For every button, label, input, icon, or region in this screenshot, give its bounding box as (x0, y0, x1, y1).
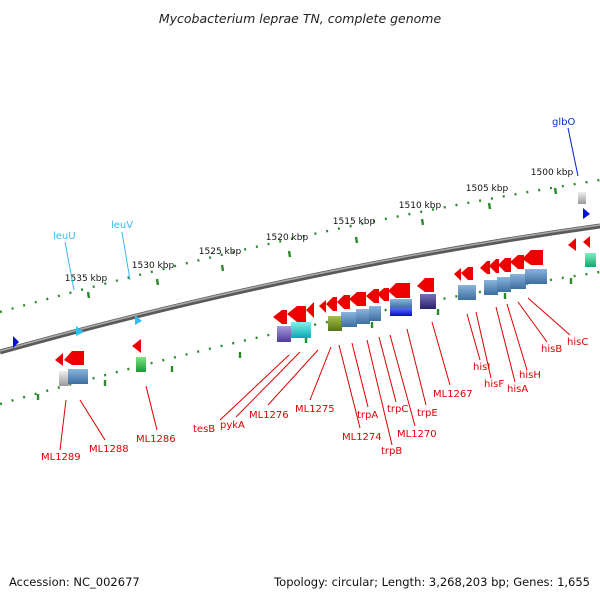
label-leuU[interactable]: leuU (53, 231, 76, 242)
block-ML1288[interactable] (68, 369, 88, 384)
label-ML1270[interactable]: ML1270 (397, 429, 437, 440)
label-hisC[interactable]: hisC (567, 337, 588, 348)
gene-arrow-trpA[interactable] (337, 295, 350, 309)
label-pykA[interactable]: pykA (220, 420, 245, 431)
gene-arrow-ML1270[interactable] (377, 288, 389, 301)
gene-arrow-hisI[interactable] (454, 268, 461, 281)
upper-leader-lines (64, 127, 579, 291)
label-tesB[interactable]: tesB (193, 424, 215, 435)
leuV-marker-icon[interactable] (135, 315, 142, 325)
block-hisA[interactable] (497, 277, 511, 292)
label-hisH[interactable]: hisH (519, 370, 541, 381)
block-trpB[interactable] (356, 309, 370, 324)
gene-arrow-hisB[interactable] (498, 258, 511, 272)
block-trpE-bottom[interactable] (390, 308, 412, 316)
scale-label-1530: 1530 kbp (132, 261, 175, 271)
label-trpA[interactable]: trpA (357, 410, 378, 421)
label-ML1267[interactable]: ML1267 (433, 389, 473, 400)
block-right-teal[interactable] (585, 253, 596, 267)
rna-markers (13, 192, 590, 348)
gene-arrow-hisH[interactable] (489, 259, 499, 273)
gene-arrow-trpC[interactable] (366, 289, 379, 303)
label-hisB[interactable]: hisB (541, 344, 562, 355)
gene-arrow-tesB[interactable] (273, 310, 287, 324)
gene-arrow-ML1286[interactable] (132, 339, 141, 353)
accession-text: Accession: NC_002677 (9, 575, 140, 589)
gene-arrows (55, 236, 590, 366)
glbO-block[interactable] (578, 192, 586, 204)
scale-track-upper (0, 178, 600, 314)
label-ML1288[interactable]: ML1288 (89, 444, 129, 455)
scale-label-1520: 1520 kbp (266, 233, 309, 243)
block-hisF[interactable] (484, 280, 498, 295)
scale-label-1515: 1515 kbp (333, 217, 376, 227)
scale-label-1500: 1500 kbp (531, 168, 574, 178)
scale-label-1510: 1510 kbp (399, 201, 442, 211)
label-ML1276[interactable]: ML1276 (249, 410, 289, 421)
gene-arrow-hisC[interactable] (510, 255, 524, 269)
gene-arrow-hisA[interactable] (480, 261, 490, 274)
label-glbO[interactable]: glbO (552, 117, 575, 128)
gene-arrow-right2[interactable] (583, 236, 590, 248)
gene-arrow-pykA[interactable] (287, 306, 306, 322)
label-hisA[interactable]: hisA (507, 384, 528, 395)
scale-major-ticks (86, 187, 558, 299)
label-ML1275[interactable]: ML1275 (295, 404, 335, 415)
leuU-marker-icon[interactable] (76, 326, 84, 336)
label-hisF[interactable]: hisF (484, 379, 504, 390)
block-trpA[interactable] (341, 312, 357, 327)
label-ML1274[interactable]: ML1274 (342, 432, 382, 443)
lower-track-ticks (36, 278, 573, 400)
gene-arrow-trpE[interactable] (388, 283, 410, 298)
lower-labels: ML1289 ML1288 ML1286 tesB pykA ML1276 ML… (41, 337, 588, 463)
block-ML1274[interactable] (328, 316, 342, 331)
label-trpB[interactable]: trpB (381, 446, 402, 457)
block-ML1289[interactable] (59, 371, 69, 386)
genome-backbone-highlight (0, 224, 600, 352)
gene-arrow-ML1289[interactable] (55, 353, 63, 366)
gene-arrow-ML1267[interactable] (417, 278, 434, 292)
domain-blocks (59, 253, 596, 386)
gene-arrow-ML1274[interactable] (326, 297, 337, 311)
label-trpE[interactable]: trpE (417, 408, 438, 419)
block-tesB[interactable] (277, 326, 291, 342)
gene-arrow-ML1276[interactable] (306, 302, 314, 318)
scale-label-1505: 1505 kbp (466, 184, 509, 194)
block-ML1286[interactable] (136, 357, 146, 372)
gene-arrow-trpB[interactable] (349, 292, 366, 306)
gene-arrow-ML1288[interactable] (64, 351, 84, 365)
label-ML1289[interactable]: ML1289 (41, 452, 81, 463)
block-trpE-top[interactable] (390, 299, 412, 308)
label-ML1286[interactable]: ML1286 (136, 434, 176, 445)
block-hisB[interactable] (525, 269, 547, 284)
genome-backbone (0, 223, 600, 355)
scale-labels: 1500 kbp 1505 kbp 1510 kbp 1515 kbp 1520… (65, 168, 574, 284)
genome-summary-text: Topology: circular; Length: 3,268,203 bp… (273, 575, 590, 589)
block-ML1267[interactable] (420, 294, 436, 309)
gene-arrow-right1[interactable] (568, 238, 576, 251)
scale-label-1535: 1535 kbp (65, 274, 108, 284)
map-title: Mycobacterium leprae TN, complete genome (159, 11, 442, 26)
glbO-marker-icon[interactable] (583, 208, 590, 219)
label-hisI[interactable]: hisI (473, 362, 490, 373)
gene-arrow-ML1275[interactable] (319, 300, 326, 313)
block-trpC[interactable] (369, 306, 381, 321)
left-edge-marker-icon (13, 336, 19, 348)
scale-label-1525: 1525 kbp (199, 247, 242, 257)
gene-arrow-hisC2[interactable] (522, 250, 543, 265)
lower-leader-lines (59, 297, 571, 451)
upper-labels: glbO leuV leuU (53, 117, 575, 242)
label-leuV[interactable]: leuV (111, 220, 133, 231)
block-pykA[interactable] (291, 322, 311, 338)
label-trpC[interactable]: trpC (387, 404, 408, 415)
gene-arrow-hisF[interactable] (461, 267, 473, 280)
block-hisH[interactable] (510, 274, 526, 289)
block-hisI[interactable] (458, 285, 476, 300)
